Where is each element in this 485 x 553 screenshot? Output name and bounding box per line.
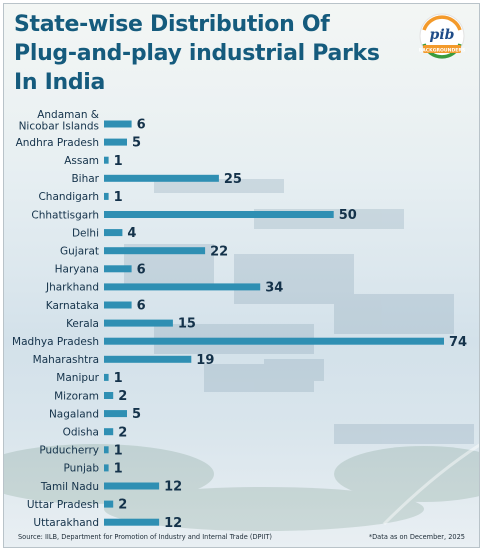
pib-logo: pib BACKGROUNDERS <box>419 13 466 59</box>
category-label: Tamil Nadu <box>40 481 99 493</box>
value-label: 22 <box>210 244 228 259</box>
category-label: Jharkhand <box>45 282 99 294</box>
bar-assam <box>104 156 109 164</box>
bar-karnataka <box>104 301 132 309</box>
bar-chart: Andaman & Nicobar Islands 6 Andhra Pradesh 5… <box>12 109 467 531</box>
category-label: Chhattisgarh <box>31 209 99 221</box>
category-label: Madhya Pradesh <box>12 336 99 348</box>
category-label: Odisha <box>63 427 99 439</box>
category-label: Assam <box>64 155 99 167</box>
category-label: Delhi <box>72 227 99 239</box>
bar-uttarakhand <box>104 518 160 526</box>
bar-gujarat <box>104 247 206 255</box>
value-label: 1 <box>114 154 123 169</box>
category-label: Uttarakhand <box>33 517 99 529</box>
bar-tamil-nadu <box>104 482 160 490</box>
pib-logo-banner: BACKGROUNDERS <box>419 47 466 53</box>
value-label: 34 <box>265 281 283 296</box>
value-label: 1 <box>114 443 123 458</box>
value-label: 2 <box>118 498 127 513</box>
infographic-card: State-wise Distribution Of Plug-and-play… <box>3 3 480 548</box>
bar-chhattisgarh <box>104 211 334 218</box>
value-label: 19 <box>196 353 214 368</box>
value-label: 15 <box>178 317 196 332</box>
bar-nagaland <box>104 410 127 418</box>
value-label: 1 <box>114 371 123 386</box>
pib-logo-text: pib <box>430 27 455 43</box>
bar-andaman-nicobar-islands <box>104 120 132 128</box>
category-label: Manipur <box>56 372 99 384</box>
bar-mizoram <box>104 392 114 399</box>
bar-jharkhand <box>104 283 261 291</box>
value-label: 12 <box>164 480 182 495</box>
category-label: Kerala <box>66 318 99 330</box>
category-label: Mizoram <box>54 390 99 402</box>
bar-andhra-pradesh <box>104 138 127 146</box>
category-label: Punjab <box>64 463 100 475</box>
category-label: Uttar Pradesh <box>27 499 99 511</box>
category-label: Karnataka <box>46 300 99 312</box>
category-label: Bihar <box>71 173 99 185</box>
bar-madhya-pradesh <box>104 337 444 345</box>
bar-odisha <box>104 428 114 436</box>
value-label: 4 <box>127 226 136 241</box>
value-label: 1 <box>114 462 123 477</box>
category-label: Nagaland <box>49 408 99 420</box>
value-label: 6 <box>137 299 146 314</box>
bar-group: Andaman & Nicobar Islands 6 Andhra Pradesh 5… <box>12 109 467 531</box>
value-label: 74 <box>449 335 467 350</box>
value-label: 5 <box>132 407 141 422</box>
category-label: Chandigarh <box>38 191 99 203</box>
bar-chandigarh <box>104 192 109 200</box>
category-label: Gujarat <box>60 246 99 258</box>
bar-bihar <box>104 174 219 182</box>
category-label: Maharashtra <box>33 354 99 366</box>
category-label: Andaman & Nicobar Islands <box>19 109 99 133</box>
value-label: 12 <box>164 516 182 531</box>
category-label: Puducherry <box>39 445 99 457</box>
bar-uttar-pradesh <box>104 500 114 508</box>
value-label: 1 <box>114 190 123 205</box>
bar-manipur <box>104 373 109 381</box>
value-label: 50 <box>339 208 357 223</box>
source-note: Source: IILB, Department for Promotion o… <box>18 533 272 541</box>
value-label: 6 <box>137 262 146 277</box>
value-label: 6 <box>137 118 146 133</box>
bar-haryana <box>104 265 132 273</box>
value-label: 2 <box>118 425 127 440</box>
bar-delhi <box>104 229 123 237</box>
bar-kerala <box>104 319 173 327</box>
data-date-note: *Data as on December, 2025 <box>368 533 465 541</box>
bar-maharashtra <box>104 355 192 363</box>
bar-puducherry <box>104 446 109 454</box>
value-label: 5 <box>132 136 141 151</box>
value-label: 2 <box>118 389 127 404</box>
chart-title: State-wise Distribution Of Plug-and-play… <box>14 12 380 95</box>
category-label: Andhra Pradesh <box>16 137 99 149</box>
category-label: Haryana <box>55 264 99 276</box>
bar-punjab <box>104 464 109 472</box>
value-label: 25 <box>224 172 242 187</box>
